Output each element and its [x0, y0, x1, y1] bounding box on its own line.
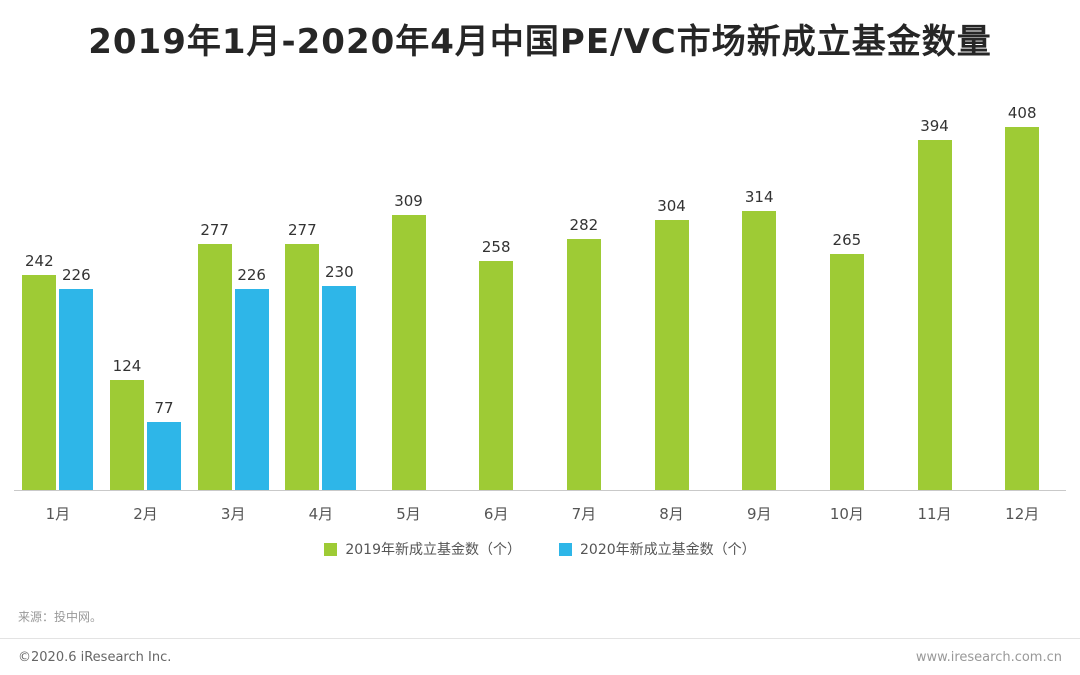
bar-group: 309	[365, 91, 453, 490]
bar-wrap: 277	[197, 221, 232, 490]
footer: ©2020.6 iResearch Inc. www.iresearch.com…	[0, 638, 1080, 675]
bar-group: 394	[891, 91, 979, 490]
bar	[110, 380, 144, 490]
x-axis-label: 9月	[746, 504, 772, 523]
bar	[285, 244, 320, 490]
bar-group: 258	[452, 91, 540, 490]
bar-wrap: 408	[1005, 104, 1040, 490]
bar-value-label: 309	[394, 192, 423, 210]
bar-value-label: 282	[569, 216, 599, 234]
bar	[391, 215, 426, 490]
bar	[1005, 127, 1040, 490]
bar-group: 277 230	[277, 91, 365, 490]
bar-group: 282	[540, 91, 628, 490]
bar-value-label: 394	[920, 117, 949, 135]
source-note: 来源：投中网。	[18, 610, 103, 624]
x-axis-label: 2月	[133, 504, 158, 523]
legend-swatch	[559, 542, 572, 556]
bar	[59, 289, 94, 490]
bar-value-label: 408	[1007, 104, 1037, 122]
x-axis-label: 7月	[571, 504, 597, 523]
bar-value-label: 258	[481, 238, 511, 256]
bar-wrap: 258	[479, 238, 514, 490]
bar	[234, 289, 269, 490]
bar-value-label: 77	[154, 399, 174, 417]
x-axis-label: 8月	[659, 504, 684, 523]
bar	[917, 140, 952, 490]
bar	[147, 422, 181, 490]
legend: 2019年新成立基金数（个） 2020年新成立基金数（个）	[14, 539, 1066, 559]
bar-group: 124 77	[102, 91, 190, 490]
bar-wrap: 394	[917, 117, 952, 490]
x-axis-label: 4月	[308, 504, 334, 523]
bar-group: 265	[803, 91, 891, 490]
chart-page: 2019年1月-2020年4月中国PE/VC市场新成立基金数量 242 226 12…	[0, 22, 1080, 665]
bar-value-label: 277	[200, 221, 229, 239]
bar-wrap: 242	[22, 252, 57, 490]
bar-value-label: 242	[25, 252, 54, 270]
x-axis-label: 5月	[396, 504, 421, 523]
legend-label: 2019年新成立基金数（个）	[345, 542, 521, 558]
bar-group: 277 226	[189, 91, 277, 490]
bar-group: 242 226	[14, 91, 102, 490]
bar-wrap: 226	[234, 266, 269, 490]
footer-copyright: ©2020.6 iResearch Inc.	[18, 649, 172, 665]
bar	[479, 261, 514, 490]
bar-wrap: 314	[742, 188, 777, 490]
bar	[566, 239, 601, 490]
chart-title: 2019年1月-2020年4月中国PE/VC市场新成立基金数量	[88, 22, 992, 62]
bar	[197, 244, 232, 490]
legend-label: 2020年新成立基金数（个）	[580, 542, 756, 558]
bar-group: 314	[715, 91, 803, 490]
legend-item: 2020年新成立基金数（个）	[559, 539, 756, 559]
x-axis-label: 10月	[829, 504, 864, 523]
bar-wrap: 77	[147, 399, 181, 490]
bar-value-label: 277	[288, 221, 317, 239]
bar	[654, 220, 689, 490]
bar	[829, 254, 864, 490]
x-axis-label: 6月	[483, 504, 509, 523]
bar-wrap: 226	[59, 266, 94, 490]
bar-value-label: 226	[62, 266, 91, 284]
bar-value-label: 304	[657, 197, 686, 215]
bar-value-label: 265	[832, 231, 862, 249]
bar-value-label: 314	[744, 188, 774, 206]
bar-chart: 242 226 124 77 277 226 277 230 309 258 282 304 314 26…	[14, 91, 1066, 559]
x-axis-label: 11月	[917, 504, 952, 523]
bar-wrap: 282	[566, 216, 601, 490]
x-axis-label: 12月	[1005, 504, 1040, 523]
bar-wrap: 265	[829, 231, 864, 490]
bar	[22, 275, 57, 490]
bar	[322, 286, 357, 490]
bar-value-label: 124	[112, 357, 142, 375]
legend-item: 2019年新成立基金数（个）	[324, 539, 521, 559]
bar-wrap: 277	[285, 221, 320, 490]
x-axis-label: 1月	[45, 504, 71, 523]
bar-value-label: 226	[237, 266, 266, 284]
bar-value-label: 230	[325, 263, 354, 281]
plot-area: 242 226 124 77 277 226 277 230 309 258 282 304 314 26…	[14, 91, 1066, 491]
legend-swatch	[324, 542, 338, 556]
bar-wrap: 304	[654, 197, 689, 490]
bar-wrap: 230	[322, 263, 357, 490]
bar-group: 304	[628, 91, 716, 490]
bar-group: 408	[978, 91, 1066, 490]
bar-wrap: 309	[391, 192, 426, 490]
bar	[742, 211, 777, 490]
bar-wrap: 124	[110, 357, 144, 490]
x-axis-labels: 1月 2月 3月 4月 5月 6月 7月 8月 9月 10月 11月 12月	[14, 491, 1066, 535]
footer-url: www.iresearch.com.cn	[915, 649, 1062, 665]
x-axis-label: 3月	[220, 504, 246, 523]
